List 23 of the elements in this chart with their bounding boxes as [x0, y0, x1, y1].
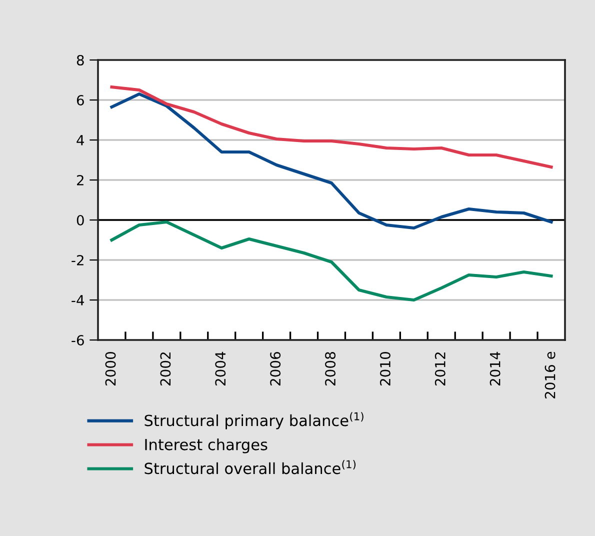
y-tick-label: -2	[72, 254, 84, 266]
y-tick-label: 8	[76, 54, 84, 66]
x-tick-label: 2010	[380, 352, 390, 386]
y-tick-label: 4	[76, 135, 84, 146]
legend-label: Interest charges	[145, 438, 268, 454]
y-tick-label: 0	[76, 214, 84, 226]
x-tick-label: 2006	[270, 352, 281, 386]
y-tick-label: -4	[72, 295, 84, 306]
line-series	[110, 220, 553, 302]
x-tick-label: 2016 e	[544, 352, 556, 398]
line-series	[110, 85, 553, 169]
x-tick-label: 2000	[105, 352, 116, 386]
legend-label: Structural primary balance$^{(1)}$	[144, 412, 364, 430]
line-series	[110, 92, 553, 230]
y-tick-label: 2	[76, 174, 84, 186]
legend-label: Structural overall balance$^{(1)}$	[144, 460, 356, 474]
x-tick-label: 2004	[215, 352, 226, 386]
x-tick-label: 2012	[434, 352, 446, 386]
x-tick-label: 2002	[160, 352, 171, 386]
y-tick-label: 6	[76, 94, 84, 106]
x-tick-label: 2008	[325, 352, 336, 386]
x-tick-label: 2014	[490, 352, 500, 386]
y-tick-label: -6	[72, 334, 84, 346]
